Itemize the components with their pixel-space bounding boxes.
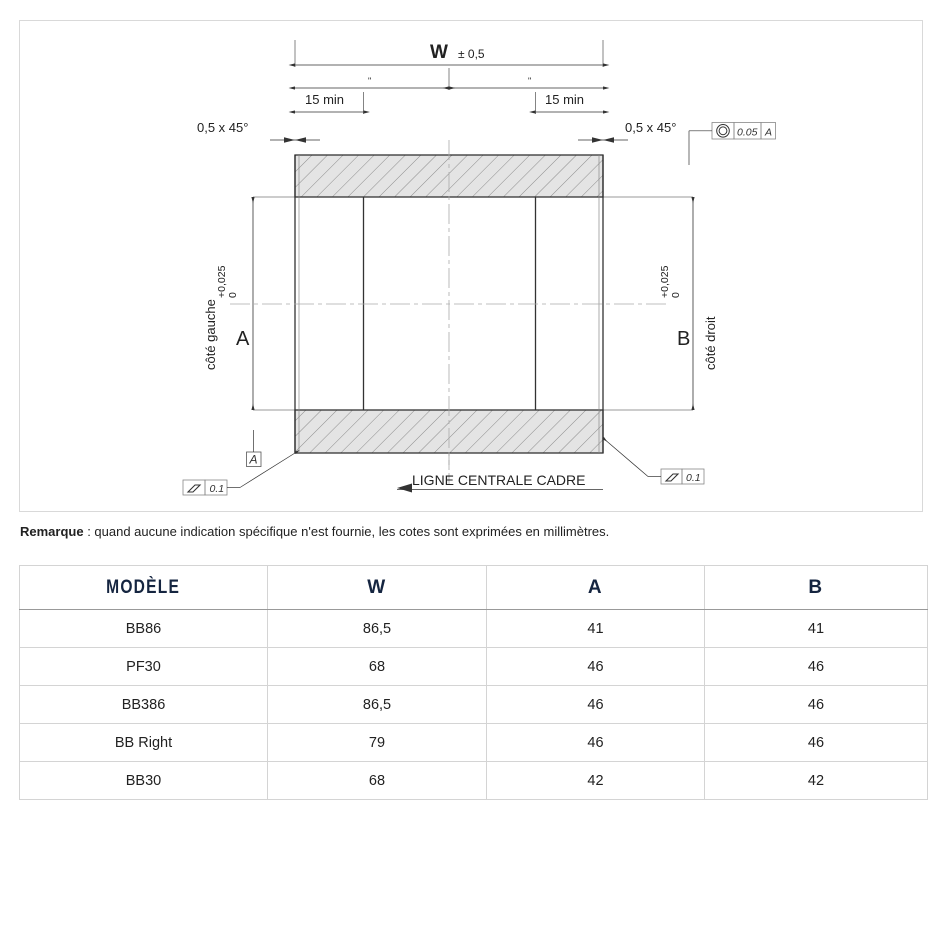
svg-text:15 min: 15 min (545, 92, 584, 107)
svg-text:0,5 x 45°: 0,5 x 45° (625, 120, 676, 135)
svg-text:": " (368, 76, 371, 86)
svg-text:côté gauche: côté gauche (203, 299, 218, 370)
svg-text:A: A (249, 453, 258, 467)
svg-text:0.05: 0.05 (737, 126, 758, 138)
svg-text:A: A (236, 328, 250, 350)
svg-text:A: A (764, 126, 772, 138)
svg-text:0.1: 0.1 (686, 472, 701, 484)
svg-text:0: 0 (670, 292, 682, 298)
svg-text:W: W (430, 42, 448, 63)
svg-text:0.1: 0.1 (210, 483, 225, 495)
svg-text:0: 0 (227, 292, 239, 298)
svg-text:± 0,5: ± 0,5 (458, 47, 485, 61)
svg-text:LIGNE CENTRALE CADRE: LIGNE CENTRALE CADRE (412, 472, 585, 488)
svg-text:côté droit: côté droit (703, 316, 718, 370)
svg-text:15 min: 15 min (305, 92, 344, 107)
svg-text:B: B (677, 328, 690, 350)
svg-text:0,5 x 45°: 0,5 x 45° (197, 120, 248, 135)
svg-text:": " (528, 76, 531, 86)
